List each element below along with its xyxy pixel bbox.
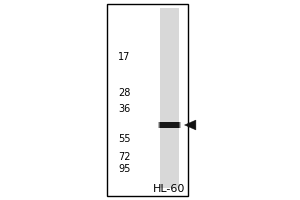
Text: 95: 95 bbox=[118, 164, 130, 174]
Text: 55: 55 bbox=[118, 134, 130, 144]
Bar bbox=[160, 8, 179, 188]
Bar bbox=[158, 122, 181, 128]
Bar bbox=[159, 122, 180, 128]
Bar bbox=[160, 122, 179, 128]
Text: 72: 72 bbox=[118, 152, 130, 162]
Text: HL-60: HL-60 bbox=[153, 184, 186, 194]
Text: 17: 17 bbox=[118, 52, 130, 62]
Bar bbox=[106, 4, 188, 196]
Text: 36: 36 bbox=[118, 104, 130, 114]
Text: 28: 28 bbox=[118, 88, 130, 98]
Polygon shape bbox=[184, 120, 196, 130]
